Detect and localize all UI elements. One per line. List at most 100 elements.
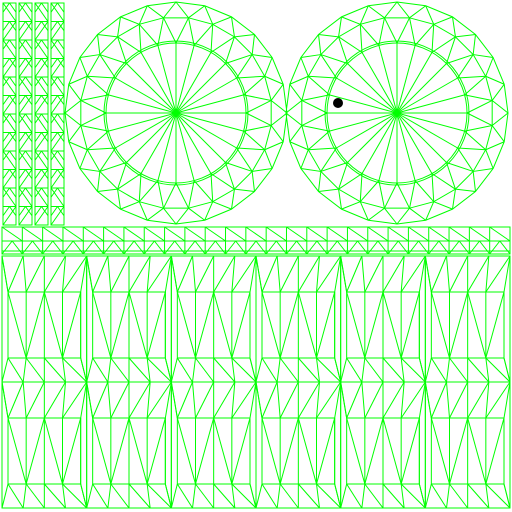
strip-diagonal xyxy=(57,113,65,124)
strip-diagonal xyxy=(2,169,17,189)
panel-diagonal xyxy=(449,291,469,359)
panel-edge xyxy=(430,381,447,419)
strip-diagonal xyxy=(41,21,49,32)
strip-diagonal xyxy=(25,21,33,32)
strip-diagonal xyxy=(9,150,17,161)
panel-edge xyxy=(449,255,469,293)
wheel-spoke xyxy=(329,94,398,114)
wheel-rim-edge xyxy=(491,100,509,114)
strip-diagonal xyxy=(2,150,17,170)
wheel-rim-edge xyxy=(396,207,410,225)
strip-diagonal xyxy=(2,113,17,133)
panel-diagonal xyxy=(92,417,112,485)
band-diagonal xyxy=(62,226,84,242)
band-diagonal xyxy=(164,226,186,242)
strip-diagonal xyxy=(57,206,65,217)
wheel-spoke xyxy=(361,52,398,114)
panel-diagonal xyxy=(62,417,82,485)
panel-edge xyxy=(107,255,112,293)
panel-edge xyxy=(231,255,236,293)
panel-edge xyxy=(297,381,320,419)
wheel-rim-edge xyxy=(485,149,494,169)
wheel-rim-edge xyxy=(234,188,255,192)
wheel-spoke xyxy=(140,52,177,114)
panel-edge xyxy=(192,483,196,509)
wheel-rim-edge xyxy=(359,24,363,53)
panel-edge xyxy=(261,381,278,419)
panel-diagonal xyxy=(485,417,505,485)
panel-edge xyxy=(62,483,66,509)
panel-edge xyxy=(361,255,366,293)
panel-edge xyxy=(485,255,511,293)
wheel-rim-edge xyxy=(289,125,303,143)
wheel-rim-edge xyxy=(301,100,328,114)
panel-edge xyxy=(25,357,45,383)
panel-diagonal xyxy=(213,291,233,359)
strip-diagonal xyxy=(2,95,17,115)
strip-diagonal xyxy=(9,95,17,106)
band-diagonal xyxy=(296,240,308,255)
strip-diagonal xyxy=(2,169,10,180)
strip-diagonal xyxy=(34,113,49,133)
strip-diagonal xyxy=(25,113,33,124)
strip-diagonal xyxy=(34,58,49,78)
wheel-spoke xyxy=(140,112,177,174)
panel-edge xyxy=(170,357,178,383)
wheel-spoke xyxy=(378,45,398,114)
panel-edge xyxy=(92,357,109,383)
band-diagonal xyxy=(489,240,501,255)
wheel-rim-edge xyxy=(472,34,476,55)
wheel-rim-edge xyxy=(457,54,474,79)
panel-edge xyxy=(485,357,511,383)
strip-diagonal xyxy=(9,169,17,180)
strip-diagonal xyxy=(18,132,26,143)
panel-edge xyxy=(316,381,342,419)
wheel-spoke xyxy=(361,112,398,174)
panel-diagonal xyxy=(25,417,45,485)
strip-diagonal xyxy=(50,206,58,217)
wheel-rim-edge xyxy=(338,36,363,53)
panel-edge xyxy=(62,255,66,293)
band-diagonal xyxy=(93,240,104,255)
wheel-spoke xyxy=(336,77,398,114)
panel-edge xyxy=(176,357,193,383)
wheel-spoke xyxy=(329,112,398,132)
strip-diagonal xyxy=(41,2,49,13)
panel-edge xyxy=(213,357,236,383)
wheel-rim-edge xyxy=(99,54,127,64)
wheel-rim-edge xyxy=(338,36,348,64)
wheel-rim-edge xyxy=(485,57,494,77)
strip-diagonal xyxy=(50,39,65,59)
strip-diagonal xyxy=(50,132,65,152)
wheel-rim-edge xyxy=(64,112,82,126)
panel-edge xyxy=(43,483,66,509)
panel-edge xyxy=(361,483,366,509)
panel-edge xyxy=(446,381,450,419)
panel-edge xyxy=(80,483,88,509)
wheel-rim-edge xyxy=(285,100,303,114)
wheel-rim-edge xyxy=(367,5,385,19)
panel-edge xyxy=(164,381,172,419)
wheel-rim-edge xyxy=(473,168,494,172)
panel-edge xyxy=(22,255,27,293)
wheel-rim-edge xyxy=(243,125,272,132)
wheel-rim-edge xyxy=(289,83,303,101)
wheel-rim-edge xyxy=(320,54,348,64)
strip-diagonal xyxy=(57,150,65,161)
band-diagonal xyxy=(408,240,419,255)
wheel-rim-edge xyxy=(409,5,427,19)
wheel-rim-edge xyxy=(212,201,232,210)
strip-diagonal xyxy=(34,150,42,161)
panel-diagonal xyxy=(7,291,27,359)
panel-edge xyxy=(255,381,263,419)
strip-diagonal xyxy=(2,150,10,161)
panel-edge xyxy=(249,357,257,383)
panel-diagonal xyxy=(128,291,148,359)
wheel-rim-edge xyxy=(301,112,328,126)
panel-edge xyxy=(424,357,432,383)
panel-edge xyxy=(195,357,215,383)
panel-diagonal xyxy=(430,417,450,485)
strip-diagonal xyxy=(25,2,33,13)
band-diagonal xyxy=(72,240,84,255)
panel-diagonal xyxy=(485,291,505,359)
